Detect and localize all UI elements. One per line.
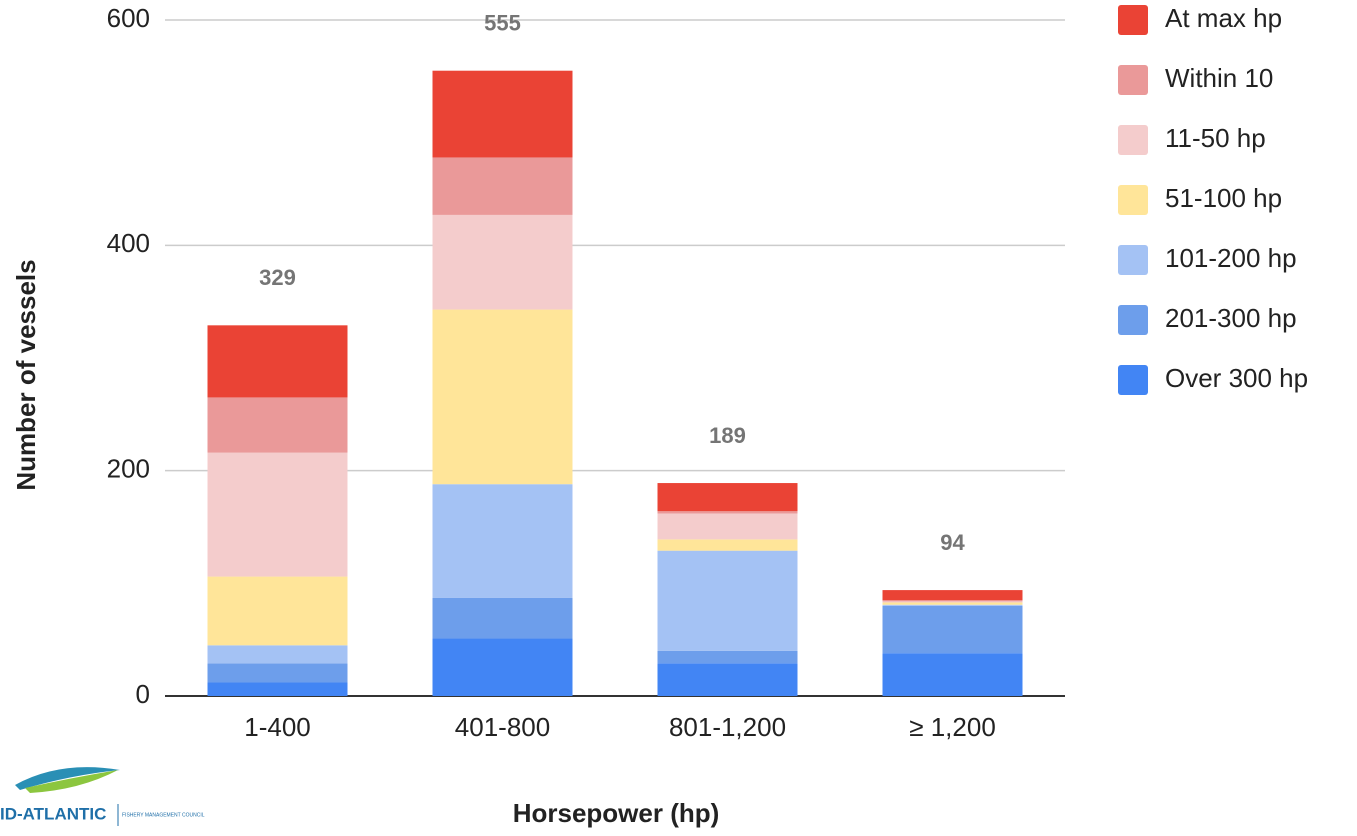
logo-swoosh [25,770,118,793]
y-axis-title: Number of vessels [11,259,41,490]
bar-segment [432,309,573,485]
bar-segment [207,325,348,398]
legend-label: 201-300 hp [1165,303,1297,333]
bar-segment [882,653,1023,696]
bar-segment [207,663,348,683]
y-tick-label: 400 [107,228,150,258]
bar-segment [657,663,798,696]
legend-label: 101-200 hp [1165,243,1297,273]
bar-segment [207,682,348,696]
bar-segment [882,590,1023,601]
legend-swatch [1118,245,1148,275]
bar-segment [882,601,1023,603]
y-tick-label: 200 [107,454,150,484]
legend-swatch [1118,65,1148,95]
bar-segment [207,576,348,646]
legend-swatch [1118,185,1148,215]
bar-segment [882,602,1023,605]
y-tick-label: 600 [107,3,150,33]
total-label: 555 [484,11,521,36]
legend-swatch [1118,305,1148,335]
x-tick-label: 401-800 [455,712,550,742]
bar-segment [207,397,348,453]
x-tick-label: 801-1,200 [669,712,786,742]
bar-segment [207,452,348,577]
y-tick-label: 0 [136,679,150,709]
bar-segment [657,650,798,664]
bar-segment [882,605,1023,654]
legend-label: 51-100 hp [1165,183,1282,213]
x-tick-label: ≥ 1,200 [909,712,996,742]
total-label: 94 [940,530,965,555]
legend-swatch [1118,5,1148,35]
bar-segment [432,597,573,639]
x-axis-title: Horsepower (hp) [513,798,720,828]
legend-label: Within 10 [1165,63,1273,93]
bar-segment [657,513,798,540]
total-label: 189 [709,423,746,448]
bar-segment [432,70,573,158]
logo-swoosh [15,767,120,790]
bar-segment [657,511,798,514]
legend-label: 11-50 hp [1165,123,1266,153]
legend-swatch [1118,125,1148,155]
bar-segment [882,600,1023,602]
bar-segment [657,483,798,512]
bar-segment [657,539,798,551]
legend-label: At max hp [1165,3,1282,33]
bar-segment [432,484,573,598]
logo-text: ID-ATLANTIC [0,804,106,823]
total-label: 329 [259,265,296,290]
bar-segment [432,638,573,696]
legend-label: Over 300 hp [1165,363,1308,393]
bar-segment [432,214,573,310]
bar-segment [432,157,573,215]
bar-segment [207,645,348,664]
logo-subtext: FISHERY MANAGEMENT COUNCIL [122,812,205,818]
x-tick-label: 1-400 [244,712,311,742]
bar-segment [657,550,798,651]
bar-segment [882,604,1023,606]
logo: ID-ATLANTIC FISHERY MANAGEMENT COUNCIL [0,767,205,826]
legend-swatch [1118,365,1148,395]
